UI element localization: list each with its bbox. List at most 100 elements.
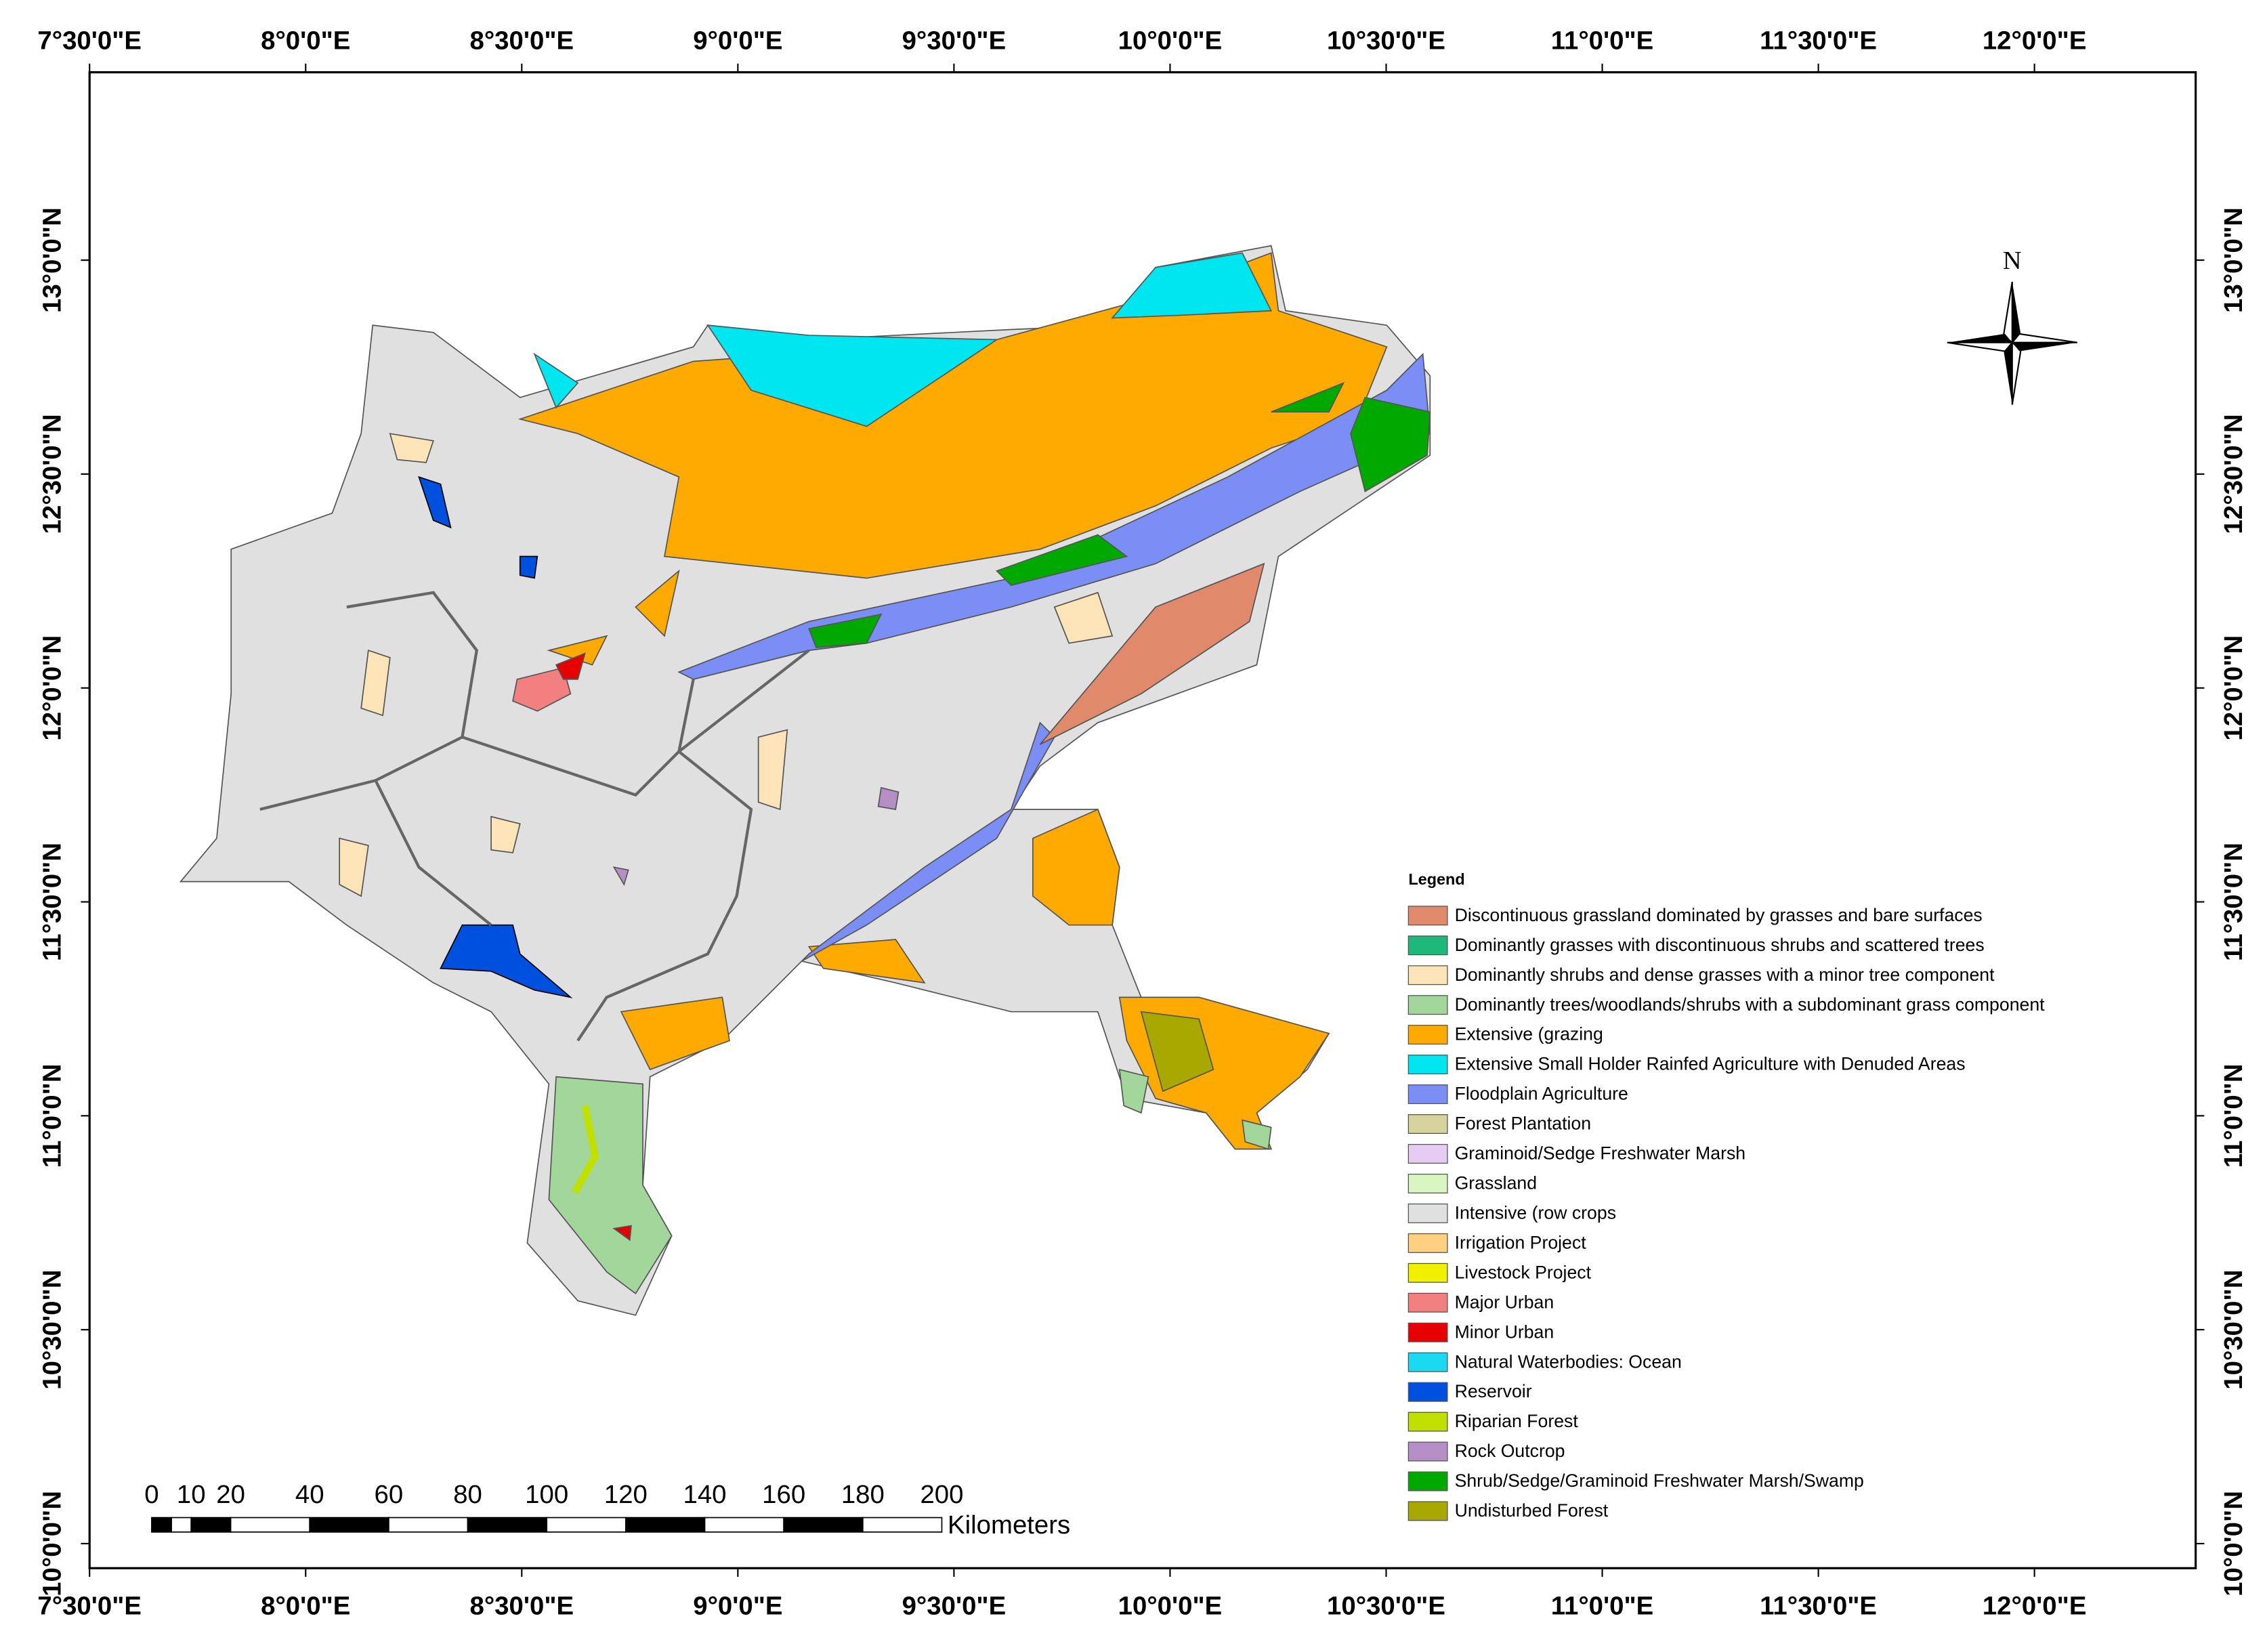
scale-segment bbox=[388, 1517, 469, 1533]
legend-swatch bbox=[1407, 935, 1448, 956]
latitude-label: 10°30'0"N bbox=[38, 1270, 67, 1390]
legend-swatch bbox=[1407, 906, 1448, 926]
reservoir bbox=[418, 475, 573, 998]
scale-label: 120 bbox=[604, 1480, 648, 1509]
latitude-label: 12°30'0"N bbox=[2219, 414, 2248, 534]
north-arrow-part bbox=[1947, 333, 2012, 343]
riparian-forest bbox=[572, 1105, 599, 1195]
longitude-label: 9°0'0"E bbox=[693, 26, 782, 56]
longitude-label: 8°0'0"E bbox=[261, 1592, 350, 1621]
legend-label: Shrub/Sedge/Graminoid Freshwater Marsh/S… bbox=[1455, 1470, 1864, 1491]
legend-label: Reservoir bbox=[1455, 1381, 1532, 1401]
scale-segment bbox=[783, 1517, 864, 1533]
scale-label: 10 bbox=[177, 1480, 206, 1509]
woodland bbox=[548, 1068, 1272, 1295]
latitude-label: 12°0'0"N bbox=[2219, 635, 2248, 741]
marsh-swamp bbox=[808, 381, 1431, 648]
scale-label: 100 bbox=[525, 1480, 568, 1509]
legend-swatch bbox=[1407, 1233, 1448, 1253]
longitude-label: 9°30'0"E bbox=[902, 26, 1007, 56]
legend-swatch bbox=[1407, 1382, 1448, 1402]
longitude-label: 10°30'0"E bbox=[1327, 26, 1445, 56]
longitude-label: 11°30'0"E bbox=[1760, 1592, 1877, 1621]
longitude-label: 10°0'0"E bbox=[1118, 1592, 1223, 1621]
legend-swatch bbox=[1407, 1055, 1448, 1075]
scale-label: 200 bbox=[920, 1480, 963, 1509]
legend-swatch bbox=[1407, 1292, 1448, 1313]
scale-segment bbox=[546, 1517, 627, 1533]
legend-swatch bbox=[1407, 1322, 1448, 1342]
legend-label: Undisturbed Forest bbox=[1455, 1500, 1609, 1521]
scale-unit: Kilometers bbox=[948, 1510, 1070, 1540]
scale-label: 0 bbox=[144, 1480, 158, 1509]
legend-label: Extensive (grazing bbox=[1455, 1024, 1603, 1044]
legend-label: Minor Urban bbox=[1455, 1321, 1554, 1342]
north-arrow: N bbox=[1947, 247, 2077, 405]
longitude-label: 9°0'0"E bbox=[693, 1592, 782, 1621]
longitude-label: 8°30'0"E bbox=[470, 1592, 574, 1621]
legend-label: Extensive Small Holder Rainfed Agricultu… bbox=[1455, 1054, 1966, 1074]
legend-label: Dominantly shrubs and dense grasses with… bbox=[1455, 965, 1995, 985]
scale-label: 180 bbox=[841, 1480, 885, 1509]
legend-swatch bbox=[1407, 1143, 1448, 1164]
longitude-label: 10°0'0"E bbox=[1118, 26, 1223, 56]
latitude-label: 10°30'0"N bbox=[2219, 1270, 2248, 1390]
scale-segment bbox=[151, 1517, 172, 1533]
legend-swatch bbox=[1407, 1084, 1448, 1105]
north-arrow-part bbox=[2003, 342, 2012, 405]
longitude-label: 7°30'0"E bbox=[37, 1592, 142, 1621]
scale-label: 80 bbox=[453, 1480, 482, 1509]
legend-swatch bbox=[1407, 1263, 1448, 1283]
legend-swatch bbox=[1407, 1501, 1448, 1521]
north-arrow-part bbox=[2012, 342, 2077, 352]
legend-label: Floodplain Agriculture bbox=[1455, 1084, 1628, 1104]
legend-label: Dominantly grasses with discontinuous sh… bbox=[1455, 935, 1985, 955]
longitude-label: 11°30'0"E bbox=[1760, 26, 1877, 56]
discontinuous-grassland bbox=[1039, 562, 1265, 745]
latitude-label: 10°0'0"N bbox=[38, 1491, 67, 1596]
scale-label: 160 bbox=[762, 1480, 805, 1509]
legend-label: Forest Plantation bbox=[1455, 1114, 1591, 1134]
minor-urban bbox=[555, 652, 632, 1242]
longitude-label: 10°30'0"E bbox=[1327, 1592, 1445, 1621]
scale-segment bbox=[704, 1517, 785, 1533]
latitude-label: 11°30'0"N bbox=[2219, 843, 2248, 961]
undisturbed-forest bbox=[1140, 1011, 1214, 1093]
scale-segment bbox=[625, 1517, 706, 1533]
scale-label: 20 bbox=[216, 1480, 245, 1509]
legend-label: Irrigation Project bbox=[1455, 1232, 1587, 1252]
north-label: N bbox=[2003, 247, 2022, 275]
scale-label: 140 bbox=[683, 1480, 727, 1509]
north-arrow-part bbox=[2010, 333, 2077, 343]
longitude-label: 11°0'0"E bbox=[1551, 26, 1653, 56]
legend-label: Major Urban bbox=[1455, 1292, 1554, 1312]
legend-swatch bbox=[1407, 1025, 1448, 1045]
legend-label: Graminoid/Sedge Freshwater Marsh bbox=[1455, 1143, 1746, 1164]
north-arrow-part bbox=[1947, 341, 2014, 352]
latitude-label: 12°0'0"N bbox=[38, 635, 67, 741]
river bbox=[259, 591, 810, 1042]
legend-label: Grassland bbox=[1455, 1173, 1537, 1193]
scale-label: 60 bbox=[375, 1480, 404, 1509]
legend-swatch bbox=[1407, 1412, 1448, 1432]
longitude-label: 7°30'0"E bbox=[37, 26, 142, 56]
major-urban bbox=[512, 666, 572, 712]
scale-segment bbox=[230, 1517, 311, 1533]
longitude-label: 12°0'0"E bbox=[1983, 26, 2087, 56]
land-cover bbox=[179, 245, 1431, 1316]
legend-swatch bbox=[1407, 1114, 1448, 1135]
longitude-label: 11°0'0"E bbox=[1551, 1592, 1653, 1621]
legend-label: Livestock Project bbox=[1455, 1262, 1592, 1282]
longitude-label: 8°0'0"E bbox=[261, 26, 350, 56]
scale-segment bbox=[171, 1517, 192, 1533]
legend-swatch bbox=[1407, 965, 1448, 986]
longitude-label: 9°30'0"E bbox=[902, 1592, 1007, 1621]
legend-label: Intensive (row crops bbox=[1455, 1202, 1616, 1223]
scale-segment bbox=[467, 1517, 548, 1533]
scale-label: 40 bbox=[295, 1480, 324, 1509]
legend-swatch bbox=[1407, 1471, 1448, 1491]
north-arrow-part bbox=[2012, 282, 2021, 343]
scale-segment bbox=[862, 1517, 943, 1533]
